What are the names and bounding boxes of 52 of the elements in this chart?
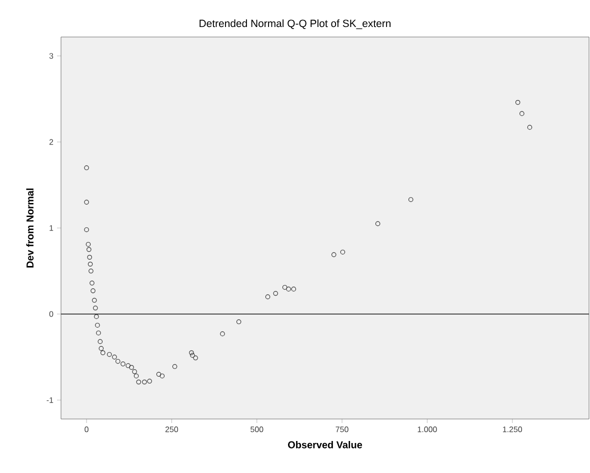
point: [129, 364, 134, 370]
point: [84, 165, 89, 170]
point: [134, 374, 139, 378]
point: [132, 369, 137, 374]
point: [115, 358, 120, 364]
point: [340, 250, 346, 254]
point: [375, 221, 380, 226]
chart-title: Detrended Normal Q-Q Plot of SK_extern: [200, 19, 391, 30]
point: [96, 330, 101, 336]
point: [120, 362, 126, 366]
point: [84, 200, 89, 205]
point: [527, 124, 532, 130]
point: [286, 286, 291, 292]
point: [92, 298, 97, 303]
point: [273, 290, 278, 296]
point: [87, 254, 92, 260]
point: [282, 284, 288, 290]
point: [291, 286, 296, 292]
point: [408, 197, 414, 202]
point: [88, 268, 94, 274]
point: [100, 350, 106, 356]
point: [147, 378, 152, 384]
point: [189, 350, 194, 356]
point: [93, 306, 98, 310]
point: [90, 288, 96, 294]
x-axis-title: Observed Value: [288, 441, 362, 448]
point: [220, 331, 225, 336]
point: [172, 364, 178, 369]
point: [86, 247, 92, 252]
point: [193, 356, 198, 360]
point: [94, 314, 99, 320]
point: [98, 346, 104, 351]
point: [156, 372, 162, 377]
point: [84, 227, 89, 232]
point: [190, 352, 195, 358]
y-axis-title: Dev from Normal: [26, 188, 34, 268]
point: [86, 242, 91, 247]
point: [95, 322, 100, 328]
point: [236, 319, 242, 324]
point: [112, 354, 117, 360]
point: [88, 262, 93, 267]
point: [160, 374, 165, 378]
point: [331, 252, 336, 258]
point: [90, 280, 94, 286]
point: [520, 111, 524, 116]
point: [136, 380, 142, 384]
point: [126, 363, 131, 368]
point: [515, 100, 520, 105]
point: [265, 294, 270, 300]
point: [142, 380, 147, 384]
point: [98, 339, 103, 344]
point: [106, 352, 112, 357]
